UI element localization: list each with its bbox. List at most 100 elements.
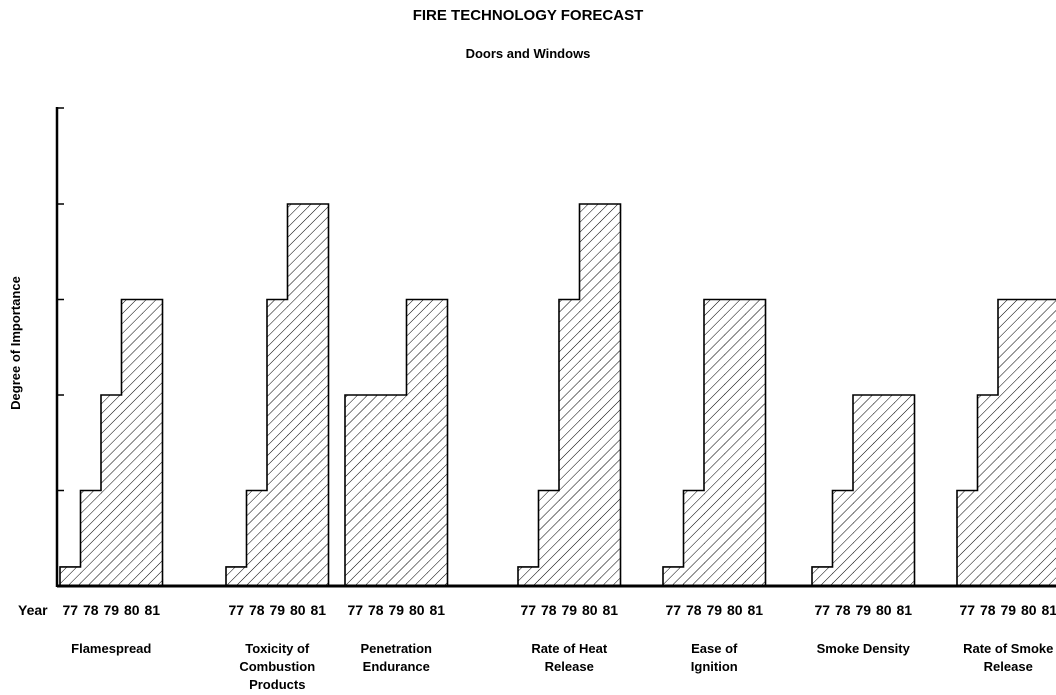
bar <box>246 490 268 586</box>
year-tick-label: 79 <box>706 602 722 618</box>
bar <box>427 299 449 586</box>
category-label: Rate of Smoke <box>963 641 1053 656</box>
category-label: Combustion <box>239 659 315 674</box>
bar <box>345 395 367 586</box>
year-tick-label: 80 <box>727 602 743 618</box>
year-tick-label: 78 <box>541 602 557 618</box>
year-tick-label: 79 <box>561 602 577 618</box>
bar-outline <box>225 203 330 586</box>
category-label: Release <box>545 659 594 674</box>
year-tick-label: 80 <box>582 602 598 618</box>
year-tick-label: 77 <box>814 602 830 618</box>
bar-outline <box>811 394 916 586</box>
year-tick-label: 81 <box>429 602 445 618</box>
bar <box>406 299 428 586</box>
category-label: Release <box>984 659 1033 674</box>
bar <box>704 299 726 586</box>
year-tick-label: 81 <box>896 602 912 618</box>
bar <box>853 395 875 586</box>
year-ticks: Year 77 78 79 80 81 77 78 79 80 81 77 78 79 80 81 77 78 79… <box>18 602 1056 618</box>
bar <box>365 395 387 586</box>
bar <box>538 490 560 586</box>
year-tick-label: 77 <box>959 602 975 618</box>
year-tick-label: 80 <box>124 602 140 618</box>
year-tick-label: 81 <box>144 602 160 618</box>
category-label: Ease of <box>691 641 738 656</box>
year-tick-label: 79 <box>855 602 871 618</box>
year-tick-label: 78 <box>980 602 996 618</box>
bar <box>142 299 164 586</box>
bar <box>724 299 746 586</box>
category-labels: Flamespread Toxicity of Combustion Products… <box>71 641 1053 692</box>
bar <box>579 204 601 586</box>
bar-groups <box>59 203 1056 586</box>
bar <box>60 566 82 586</box>
bar <box>518 566 540 586</box>
bar <box>287 204 309 586</box>
bar <box>121 299 143 586</box>
category-label: Flamespread <box>71 641 151 656</box>
bar-outline <box>662 298 767 586</box>
bar <box>80 490 102 586</box>
category-label: Products <box>249 677 305 692</box>
bar <box>977 395 999 586</box>
bar <box>998 299 1020 586</box>
bar <box>894 395 916 586</box>
year-tick-label: 77 <box>62 602 78 618</box>
bar <box>745 299 767 586</box>
year-tick-label: 77 <box>347 602 363 618</box>
year-tick-label: 79 <box>388 602 404 618</box>
bar-group <box>956 298 1056 586</box>
year-tick-label: 79 <box>103 602 119 618</box>
category-label: Penetration <box>360 641 432 656</box>
category-label: Rate of Heat <box>531 641 608 656</box>
year-tick-label: 81 <box>1041 602 1056 618</box>
year-tick-label: 77 <box>228 602 244 618</box>
bar <box>267 299 289 586</box>
year-tick-label: 78 <box>835 602 851 618</box>
chart-title: FIRE TECHNOLOGY FORECAST <box>413 7 644 24</box>
bar <box>1018 299 1040 586</box>
bar <box>386 395 408 586</box>
year-tick-label: 80 <box>1021 602 1037 618</box>
year-tick-label: 78 <box>83 602 99 618</box>
x-axis-label: Year <box>18 602 48 618</box>
year-tick-label: 80 <box>290 602 306 618</box>
bar-group <box>662 298 767 586</box>
bar-outline <box>344 298 449 586</box>
bar-group <box>811 394 916 586</box>
category-label: Smoke Density <box>817 641 911 656</box>
year-tick-label: 79 <box>269 602 285 618</box>
bar <box>101 395 123 586</box>
bar-group <box>225 203 330 586</box>
year-tick-label: 81 <box>602 602 618 618</box>
bar <box>663 566 685 586</box>
bar <box>308 204 330 586</box>
year-tick-label: 80 <box>409 602 425 618</box>
bar <box>1039 299 1056 586</box>
year-tick-label: 78 <box>249 602 265 618</box>
year-tick-label: 80 <box>876 602 892 618</box>
bar <box>957 490 979 586</box>
bar <box>873 395 895 586</box>
bar <box>683 490 705 586</box>
bar <box>226 566 248 586</box>
bar-outline <box>517 203 622 586</box>
bar-outline <box>59 298 164 586</box>
category-label: Ignition <box>691 659 738 674</box>
bar <box>832 490 854 586</box>
year-tick-label: 78 <box>368 602 384 618</box>
bar-outline <box>956 298 1056 586</box>
year-tick-label: 79 <box>1000 602 1016 618</box>
year-tick-label: 77 <box>665 602 681 618</box>
bar-group <box>59 298 164 586</box>
year-tick-label: 78 <box>686 602 702 618</box>
chart-subtitle: Doors and Windows <box>466 46 591 61</box>
category-label: Endurance <box>363 659 430 674</box>
year-tick-label: 81 <box>747 602 763 618</box>
year-tick-label: 77 <box>520 602 536 618</box>
category-label: Toxicity of <box>245 641 310 656</box>
bar <box>600 204 622 586</box>
bar-group <box>344 298 449 586</box>
